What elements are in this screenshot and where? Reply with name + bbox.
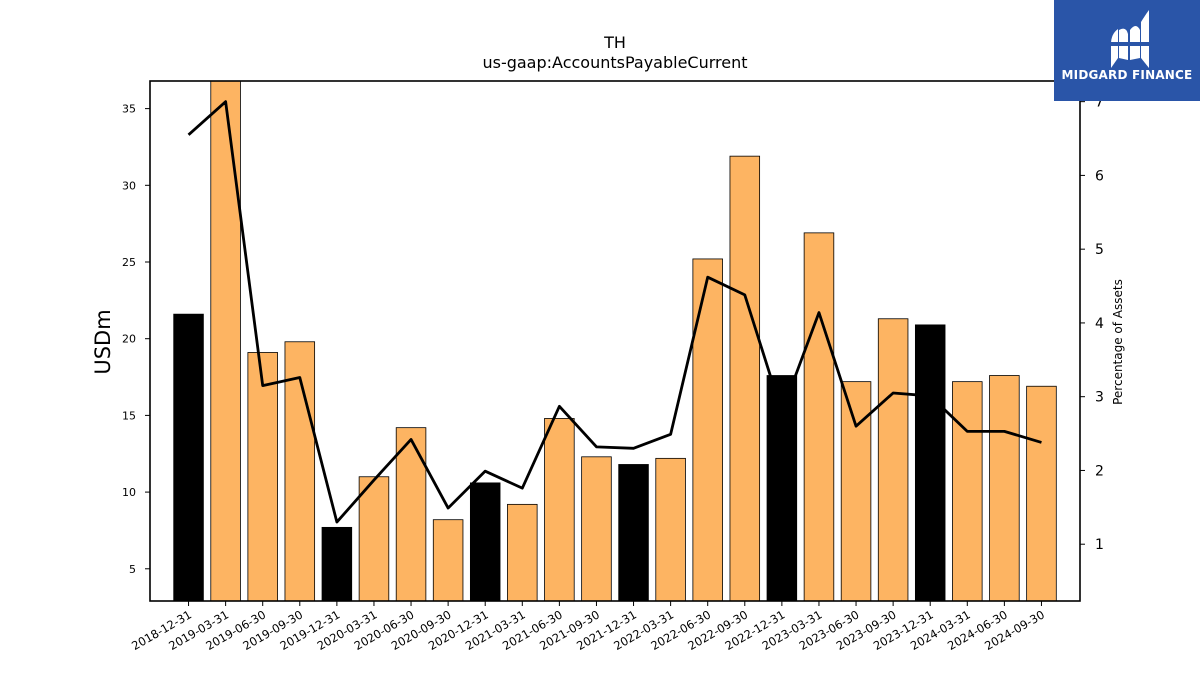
y2-tick-label: 1 (1095, 537, 1104, 553)
midgard-m-icon (1110, 10, 1150, 68)
bar (1026, 385, 1057, 601)
chart-title: TH (603, 33, 626, 52)
y-tick-label: 20 (122, 333, 136, 346)
y-tick-label: 10 (122, 486, 136, 499)
bar (173, 313, 204, 601)
bar (581, 456, 612, 601)
plot-frame (149, 80, 1081, 602)
bar (989, 375, 1020, 601)
chart-subtitle: us-gaap:AccountsPayableCurrent (482, 53, 747, 72)
y-tick-label: 35 (122, 103, 136, 116)
bar (395, 427, 427, 601)
bar (284, 341, 316, 601)
y2-tick-label: 4 (1095, 316, 1104, 332)
y2-tick-label: 6 (1095, 168, 1104, 184)
bar (507, 503, 538, 601)
bar (544, 418, 575, 601)
bar (321, 526, 353, 601)
bar (655, 457, 686, 601)
y2-tick-label: 5 (1095, 242, 1104, 258)
y-tick-label: 30 (122, 179, 136, 192)
y2-tick-label: 3 (1095, 390, 1104, 406)
bar (247, 352, 278, 601)
y2-tick-label: 2 (1095, 463, 1104, 479)
y-axis-label: USDm (91, 309, 115, 374)
y-tick-label: 25 (122, 256, 136, 269)
bar (358, 476, 390, 601)
line-layer (187, 100, 1042, 524)
bar (210, 81, 241, 601)
bar (877, 318, 909, 601)
bar (469, 482, 501, 601)
y-tick-label: 5 (129, 563, 136, 576)
bar (952, 381, 983, 601)
y2-tick-label: 7 (1095, 95, 1104, 111)
bar (803, 232, 835, 601)
bar (840, 381, 872, 601)
y2-axis-label: Percentage of Assets (1111, 279, 1125, 405)
percentage-line (187, 100, 1042, 524)
bar (432, 519, 464, 601)
bar (692, 258, 723, 601)
y-tick-label: 15 (122, 409, 136, 422)
bar (618, 464, 649, 601)
bar (729, 155, 761, 601)
midgard-finance-logo: MIDGARD FINANCE (1054, 0, 1200, 101)
bars-layer (173, 81, 1057, 601)
bar (914, 324, 946, 601)
logo-text: MIDGARD FINANCE (1061, 68, 1193, 82)
